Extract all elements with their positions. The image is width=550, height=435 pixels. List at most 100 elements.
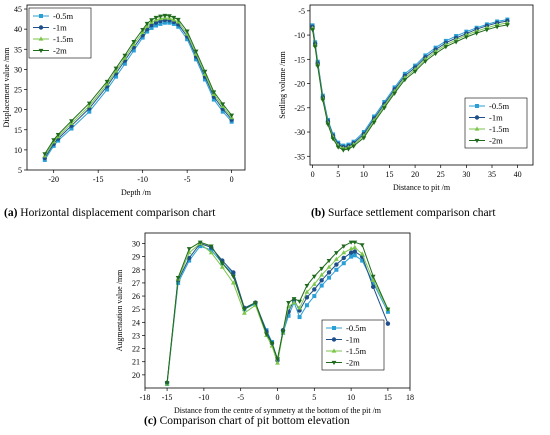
chart-a-legend-marker xyxy=(38,48,44,54)
caption-a: (a) Horizontal displacement comparison c… xyxy=(4,207,215,219)
chart-c-legend-label: -1m xyxy=(346,335,360,345)
chart-b-legend-marker xyxy=(475,104,479,108)
chart-b-data-point xyxy=(402,78,408,83)
chart-c-legend-marker xyxy=(331,348,337,353)
chart-b-data-point xyxy=(453,40,459,45)
chart-a-legend-label: -1.5m xyxy=(53,34,73,44)
chart-b-data-point xyxy=(320,98,326,103)
chart-c-data-point xyxy=(341,244,347,249)
chart-c-data-point xyxy=(208,250,214,255)
chart-a-legend: -0.5m -1m-1.5m -2m xyxy=(28,7,92,59)
chart-a-y-tick-label: 45 xyxy=(14,5,22,14)
chart-b-data-point xyxy=(340,148,346,153)
displacement-chart-panel: -20 -15 -10 -5 0 5 10 15 20 25 30 35 40 45 Depth /m Dis… xyxy=(0,0,275,230)
chart-c-y-tick-label: 20 xyxy=(132,371,140,380)
chart-a-data-point xyxy=(87,109,92,114)
chart-b-legend: -0.5m -1m-1.5m -2m xyxy=(464,97,528,149)
chart-a-x-tick-label: -15 xyxy=(93,175,104,184)
chart-a-data-point xyxy=(149,18,154,23)
chart-c-y-tick-label: 25 xyxy=(132,305,140,314)
chart-a-series-line xyxy=(44,22,233,161)
chart-b-data-point xyxy=(310,28,315,33)
chart-c-data-point xyxy=(198,244,203,249)
chart-a-data-point xyxy=(162,13,168,19)
chart-a-data-point xyxy=(55,132,61,138)
chart-a-data-point xyxy=(202,77,207,82)
chart-c-data-point xyxy=(352,240,358,245)
chart-a-data-point xyxy=(153,15,159,21)
chart-c-legend-label: -2m xyxy=(346,358,360,368)
chart-c-y-tick-label: 21 xyxy=(132,358,140,367)
chart-a-data-point xyxy=(229,113,235,118)
chart-a-data-point xyxy=(122,53,128,58)
chart-a-data-point xyxy=(184,29,190,34)
chart-c-data-point xyxy=(334,267,339,272)
caption-a-text: Horizontal displacement comparison chart xyxy=(17,207,216,219)
chart-c-data-point xyxy=(280,329,286,335)
chart-c-x-tick-label: -5 xyxy=(237,393,244,402)
chart-c-data-point xyxy=(311,274,317,279)
chart-a-data-point xyxy=(211,90,217,95)
chart-a-data-point xyxy=(69,119,74,124)
chart-c-data-point xyxy=(291,297,297,302)
chart-a-data-point xyxy=(185,37,190,42)
chart-a-legend-label: -0.5m xyxy=(53,11,73,21)
chart-a-data-point xyxy=(193,49,199,54)
chart-a-y-tick-label: 25 xyxy=(14,86,22,95)
chart-c-data-point xyxy=(286,301,291,306)
chart-b-data-point xyxy=(371,120,377,125)
chart-c-data-point xyxy=(297,315,302,320)
chart-b-x-tick-label: 0 xyxy=(311,170,315,179)
chart-a-series-line xyxy=(44,14,233,155)
displacement-chart: -20 -15 -10 -5 0 5 10 15 20 25 30 35 40 45 Depth /m Dis… xyxy=(2,4,246,197)
chart-a-series-line xyxy=(44,17,233,157)
chart-c-data-point xyxy=(275,360,280,365)
chart-b-y-tick-label: -30 xyxy=(294,128,305,137)
chart-c-x-tick-label: -15 xyxy=(162,393,173,402)
chart-a-x-tick-label: -5 xyxy=(184,175,191,184)
chart-b-y-tick-label: -35 xyxy=(294,152,305,161)
chart-a-legend-marker xyxy=(39,14,43,18)
chart-c-data-point xyxy=(275,357,280,362)
chart-b-data-point xyxy=(351,144,356,149)
chart-a-data-point xyxy=(202,69,208,75)
chart-c-data-point xyxy=(352,244,358,250)
chart-a-data-point xyxy=(166,14,172,19)
chart-a-legend-marker xyxy=(38,36,44,41)
chart-c-data-point xyxy=(304,289,310,294)
chart-b-legend-marker xyxy=(474,126,480,131)
chart-b-data-point xyxy=(484,28,490,33)
chart-c-data-point xyxy=(359,251,365,256)
chart-b-data-point xyxy=(361,136,367,141)
caption-b-tag: (b) xyxy=(311,207,326,219)
chart-c-y-tick-label: 23 xyxy=(132,331,140,340)
chart-c-data-point xyxy=(291,300,297,305)
chart-b-data-point xyxy=(504,23,510,28)
chart-c-data-point xyxy=(385,309,390,314)
chart-c-data-point xyxy=(312,287,317,292)
chart-b-y-tick-label: -10 xyxy=(294,31,305,40)
chart-a-data-point xyxy=(122,61,127,66)
chart-b-x-tick-label: 35 xyxy=(488,170,496,179)
chart-b-y-tick-label: -25 xyxy=(294,104,305,113)
caption-c-tag: (c) xyxy=(144,415,157,427)
chart-a-data-point xyxy=(140,35,145,40)
chart-c-legend-label: -0.5m xyxy=(346,323,366,333)
caption-b-text: Surface settlement comparison chart xyxy=(325,207,496,219)
chart-b-legend-marker xyxy=(474,138,480,144)
chart-c-data-point xyxy=(371,280,376,285)
chart-c-data-point xyxy=(187,258,192,263)
chart-a-y-tick-label: 5 xyxy=(18,166,22,175)
chart-c-data-point xyxy=(319,278,324,283)
chart-a-y-tick-label: 10 xyxy=(14,146,22,155)
chart-c-y-tick-label: 27 xyxy=(132,279,140,288)
chart-b-x-tick-label: 30 xyxy=(462,170,470,179)
chart-c-data-point xyxy=(208,244,214,249)
chart-b-series-3 xyxy=(310,23,510,153)
chart-b-x-tick-label: 5 xyxy=(336,170,340,179)
chart-c-legend-label: -1.5m xyxy=(346,346,366,356)
chart-c-data-point xyxy=(319,266,325,272)
chart-c-legend-marker xyxy=(332,326,336,330)
chart-c-data-point xyxy=(319,272,325,277)
chart-a-data-point xyxy=(149,25,154,30)
